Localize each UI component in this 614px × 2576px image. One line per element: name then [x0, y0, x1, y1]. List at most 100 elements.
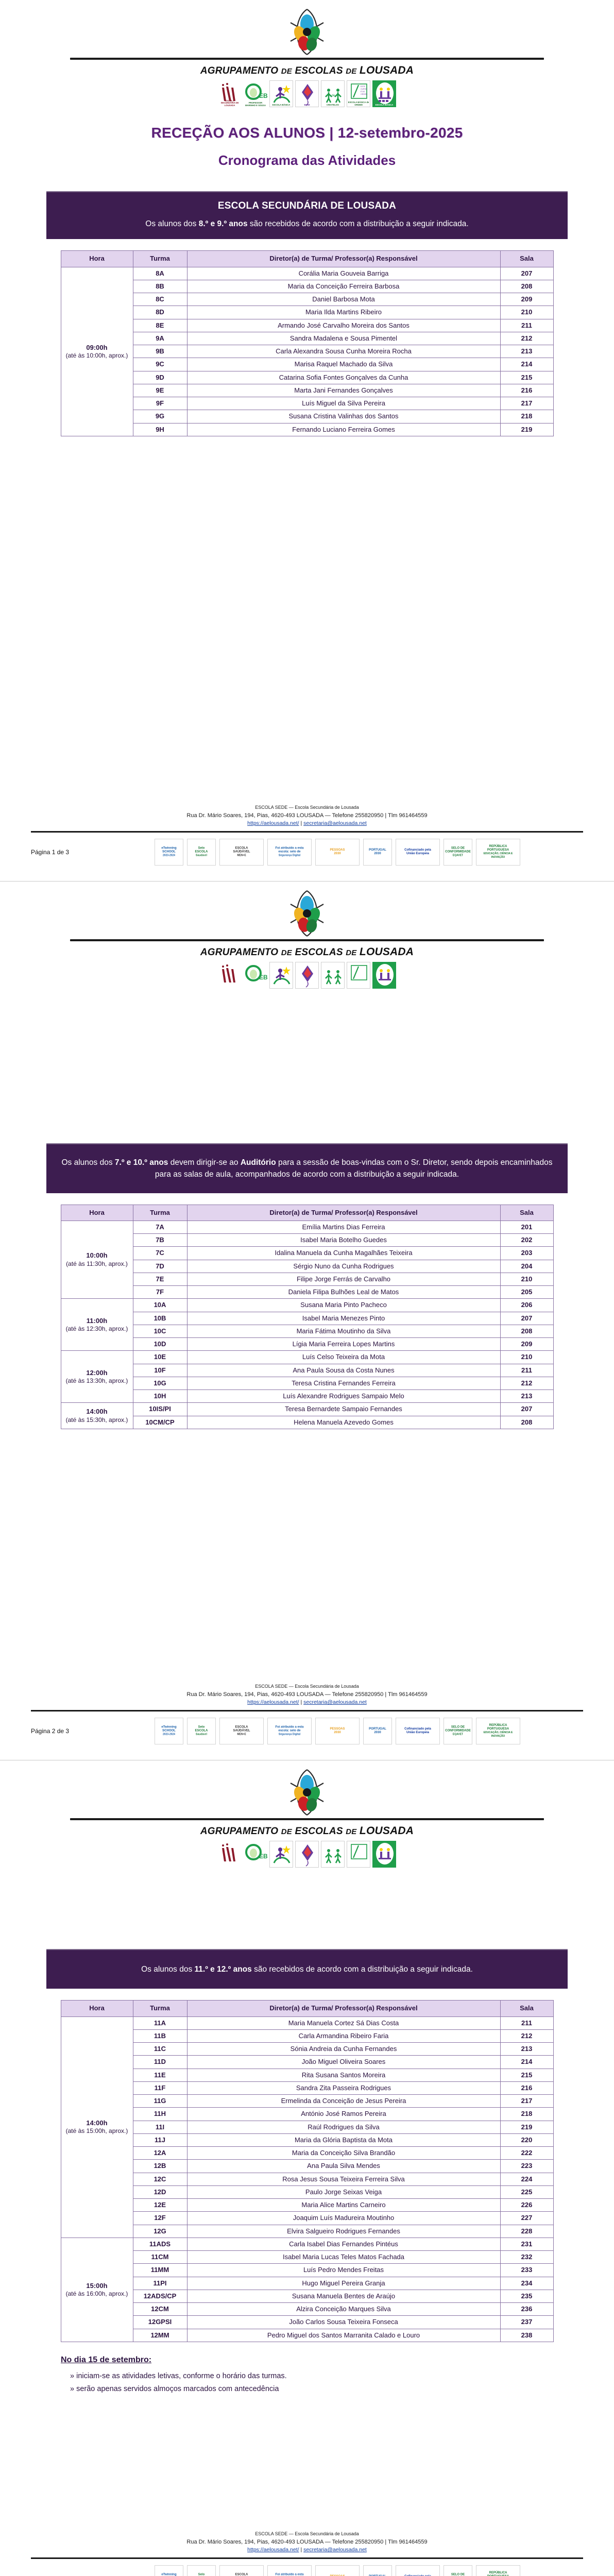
cell-diretor: Maria da Conceição Ferreira Barbosa — [186, 279, 501, 294]
email-link[interactable]: secretaria@aelousada.net — [303, 820, 367, 827]
col-header-sala: Sala — [500, 1204, 554, 1221]
logo-label: ESCOLA BÁSICA — [272, 103, 291, 106]
cell-diretor: Maria da Conceição Silva Brandão — [186, 2146, 501, 2160]
cell-sala: 207 — [500, 1311, 554, 1325]
table-header-row: Hora Turma Diretor(a) de Turma/ Professo… — [60, 1204, 554, 1221]
logo-line-3: EQAVET — [452, 1733, 464, 1736]
cell-turma: 10H — [132, 1389, 187, 1403]
footer-page-2: ESCOLA SEDE — Escola Secundária de Lousa… — [31, 1683, 583, 1747]
logo-label: CRISTELOS — [327, 103, 339, 106]
agrupamento-de-2: DE — [346, 1827, 357, 1836]
page-title: RECEÇÃO AOS ALUNOS | 12-setembro-2025 — [151, 125, 463, 141]
cell-sala: 226 — [500, 2198, 554, 2212]
cell-turma: 11A — [132, 2016, 187, 2030]
cell-sala: 206 — [500, 1298, 554, 1312]
logo-line-2: PORTUGUESA — [487, 1727, 509, 1731]
cell-diretor: Lígia Maria Ferreira Lopes Martins — [186, 1337, 501, 1351]
cell-sala: 210 — [500, 1272, 554, 1286]
cell-sala: 223 — [500, 2159, 554, 2173]
cell-turma: 8A — [132, 266, 187, 280]
logo-line-3: Saudável — [196, 854, 207, 857]
cell-turma: 11CM — [132, 2250, 187, 2264]
banner-text-pre: Os alunos dos — [145, 219, 199, 228]
table-row: 15:00h (até às 16:00h, aprox.) 11ADS Carla … — [60, 2237, 554, 2342]
cell-diretor: António José Ramos Pereira — [186, 2107, 501, 2121]
footer-links: https://aelousada.net/ | secretaria@aelo… — [31, 1699, 583, 1707]
hora-note: (até às 16:00h, aprox.) — [65, 2290, 128, 2297]
table-row: 12C Rosa Jesus Sousa Teixeira Ferreira Si… — [61, 2172, 554, 2186]
table-row: 9C Marisa Raquel Machado da Silva 214 — [61, 358, 554, 371]
logo-line-1: Foi atribuído a esta — [275, 846, 304, 850]
cell-diretor: Luís Pedro Mendes Freitas — [186, 2263, 501, 2277]
website-link[interactable]: https://aelousada.net/ — [247, 1699, 299, 1706]
logo-line-3: Segurança Digital — [278, 1733, 301, 1736]
eb-caide-logo — [269, 1841, 293, 1868]
eb-caide-logo — [269, 962, 293, 989]
banner-title: ESCOLA SECUNDÁRIA DE LOUSADA — [217, 200, 397, 211]
table-row: 8E Armando José Carvalho Moreira dos Sant… — [61, 318, 554, 332]
school-logos-row: EB — [31, 961, 583, 989]
cell-turma: 7D — [132, 1259, 187, 1273]
col-header-diretor: Diretor(a) de Turma/ Professor(a) Respon… — [186, 2000, 501, 2017]
logo-line-2: União Europeia — [406, 1731, 429, 1734]
table-row: 12A Maria da Conceição Silva Brandão 222 — [61, 2146, 554, 2160]
footer-line-2: Rua Dr. Mário Soares, 194, Pias, 4620-49… — [186, 1691, 428, 1698]
cell-sala: 220 — [500, 2133, 554, 2147]
banner-text-pre: Os alunos dos — [141, 1965, 195, 1974]
agrupamento-de-1: DE — [281, 1827, 292, 1836]
cell-hora: 14:00h (até às 15:00h, aprox.) — [60, 2016, 133, 2238]
cell-turma: 8E — [132, 318, 187, 332]
logo-line-2: CONFORMIDADE — [445, 1729, 471, 1733]
cell-sala: 236 — [500, 2302, 554, 2316]
hora-note: (até às 11:30h, aprox.) — [66, 1260, 128, 1267]
banner-text: Os alunos dos 8.º e 9.º anos são recebid… — [61, 218, 553, 230]
logo-line-2: ESCOLA — [195, 850, 208, 854]
svg-text:ESTE: ESTE — [361, 86, 366, 88]
cell-sala: 233 — [500, 2263, 554, 2277]
cell-turma: 12A — [132, 2146, 187, 2160]
email-link[interactable]: secretaria@aelousada.net — [303, 1699, 367, 1706]
hora-note: (até às 15:00h, aprox.) — [65, 2127, 128, 2135]
cell-turma: 12ADS/CP — [132, 2289, 187, 2303]
eb-boim-logo: BOIM — [295, 80, 319, 107]
hora-note: (até às 10:00h, aprox.) — [65, 351, 128, 359]
cell-diretor: Marta Jani Fernandes Gonçalves — [186, 383, 501, 398]
cell-diretor: João Carlos Sousa Teixeira Fonseca — [186, 2315, 501, 2329]
cell-diretor: Rosa Jesus Sousa Teixeira Ferreira Silva — [186, 2172, 501, 2186]
page-2: AGRUPAMENTO DE ESCOLAS DE LOUSADA EB — [0, 882, 614, 1760]
website-link[interactable]: https://aelousada.net/ — [247, 2547, 299, 2553]
col-header-sala: Sala — [500, 250, 554, 267]
cell-sala: 207 — [500, 266, 554, 280]
logo-line-1: eTwinning — [161, 846, 177, 850]
cell-hora: 11:00h (até às 12:30h, aprox.) — [60, 1298, 133, 1351]
footer-divider — [31, 2557, 583, 2559]
agrupamento-de-2: DE — [346, 948, 357, 957]
logo-label: ESCOLA BÁSICA — [375, 103, 394, 106]
footer-line-1: ESCOLA SEDE — Escola Secundária de Lousa… — [255, 2531, 359, 2537]
eb-macieira-logo: ESCOLA BÁSICA — [372, 80, 396, 107]
cell-diretor: Susana Manuela Bentes de Araújo — [186, 2289, 501, 2303]
cell-turma: 11MM — [132, 2263, 187, 2277]
website-link[interactable]: https://aelousada.net/ — [247, 820, 299, 827]
cell-turma: 12B — [132, 2159, 187, 2173]
page-separator — [0, 881, 614, 882]
logo-line-3: EQAVET — [452, 854, 464, 857]
email-link[interactable]: secretaria@aelousada.net — [303, 2547, 367, 2553]
cell-diretor: Paulo Jorge Seixas Veiga — [186, 2185, 501, 2199]
cell-turma: 12GPSI — [132, 2315, 187, 2329]
agrupamento-word: AGRUPAMENTO — [200, 947, 279, 958]
table-row: 9E Marta Jani Fernandes Gonçalves 216 — [61, 383, 554, 398]
table-row: 9F Luís Miguel da Silva Pereira 217 — [61, 396, 554, 411]
cell-diretor: Hugo Miguel Pereira Granja — [186, 2276, 501, 2290]
logo-line-3: EDUCAÇÃO, CIÊNCIA E INOVAÇÃO — [483, 1731, 513, 1738]
page-3: AGRUPAMENTO DE ESCOLAS DE LOUSADA EB — [0, 1760, 614, 2576]
logo-line-1: ESCOLA — [235, 1725, 248, 1729]
banner-page-2: Os alunos dos 7.º e 10.º anos devem diri… — [46, 1143, 568, 1193]
table-row: 12ADS/CP Susana Manuela Bentes de Araújo 2… — [61, 2289, 554, 2303]
